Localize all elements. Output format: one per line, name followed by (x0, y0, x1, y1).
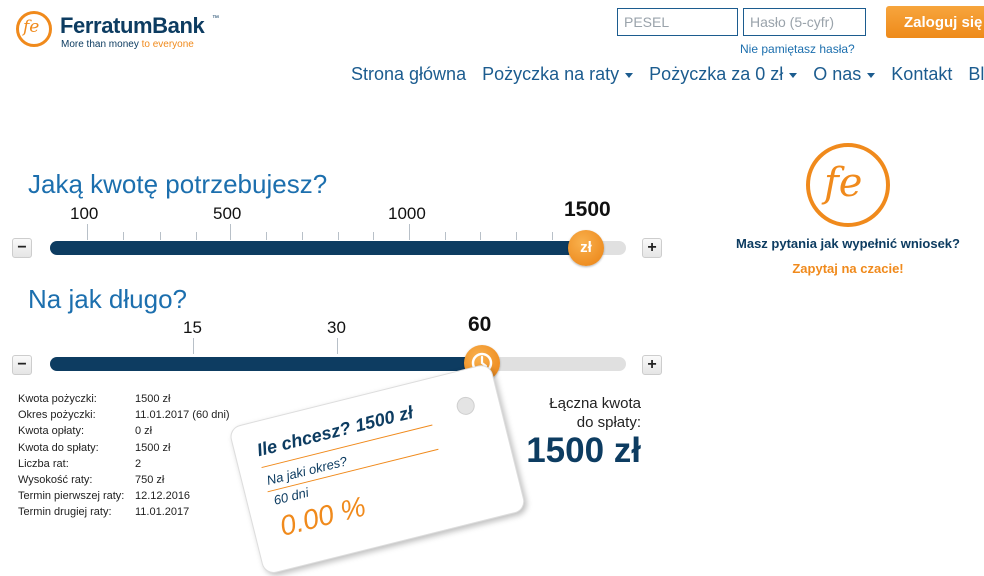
tag-question: Ile chcesz? 1500 zł (254, 402, 416, 461)
amount-tick-label: 100 (70, 204, 99, 223)
summary-value: 11.01.2017 (60 dni) (135, 409, 230, 422)
summary-label: Wysokość raty: (18, 473, 93, 486)
forgot-password-link[interactable]: Nie pamiętasz hasła? (740, 42, 855, 56)
amount-slider-fill (50, 241, 586, 255)
duration-plus-button[interactable]: + (642, 355, 662, 375)
duration-current-value: 60 (468, 313, 492, 336)
summary-value: 2 (135, 457, 142, 470)
amount-tick-label: 1000 (388, 204, 426, 223)
summary-value: 1500 zł (135, 393, 171, 405)
amount-slider-handle[interactable]: zł (568, 230, 604, 266)
summary-row: Termin pierwszej raty: 12.12.2016 (18, 490, 230, 506)
pesel-input[interactable] (617, 8, 738, 36)
chevron-down-icon (789, 72, 798, 78)
summary-label: Liczba rat: (18, 457, 69, 470)
duration-minus-button[interactable]: − (12, 355, 32, 375)
summary-value: 1500 zł (135, 441, 171, 454)
tagline-accent: to everyone (141, 39, 194, 50)
amount-tick (552, 232, 553, 240)
summary-value: 11.01.2017 (135, 506, 190, 519)
amount-plus-button[interactable]: + (642, 238, 662, 258)
summary-row: Kwota opłaty: 0 zł (18, 425, 230, 441)
duration-slider-track[interactable] (50, 357, 626, 371)
help-question: Masz pytania jak wypełnić wniosek? (736, 236, 960, 251)
chevron-down-icon (625, 72, 634, 78)
summary-row: Termin drugiej raty: 11.01.2017 (18, 506, 230, 522)
summary-row: Kwota pożyczki: 1500 zł (18, 393, 230, 409)
summary-label: Kwota do spłaty: (18, 441, 99, 454)
fe-chat-logo-icon: fe (806, 143, 890, 227)
summary-label: Termin drugiej raty: (18, 506, 112, 519)
duration-tick (337, 338, 338, 354)
nav-blog[interactable]: Blo (968, 64, 984, 85)
amount-current-value: 1500 (564, 198, 611, 221)
nav-contact-label: Kontakt (891, 64, 953, 84)
summary-row: Okres pożyczki: 11.01.2017 (60 dni) (18, 409, 230, 425)
summary-value: 12.12.2016 (135, 490, 191, 503)
amount-tick (87, 224, 88, 240)
summary-row: Wysokość raty: 750 zł (18, 474, 230, 490)
duration-tick-label: 15 (183, 318, 202, 337)
amount-tick (338, 232, 339, 240)
chevron-down-icon (867, 72, 876, 78)
nav-blog-label: Blo (968, 64, 984, 84)
nav-contact[interactable]: Kontakt (891, 64, 952, 85)
duration-title: Na jak długo? (28, 284, 187, 314)
nav-about-label: O nas (813, 64, 862, 84)
amount-tick (196, 232, 197, 240)
nav-home[interactable]: Strona główna (351, 64, 466, 85)
total-label-line1: Łączna kwota (549, 395, 641, 412)
summary-row: Liczba rat: 2 (18, 458, 230, 474)
amount-tick (409, 224, 410, 240)
total-label: Łączna kwota do spłaty: (520, 394, 641, 432)
price-tag: Ile chcesz? 1500 zł Na jaki okres? 60 dn… (228, 362, 527, 576)
amount-tick (123, 232, 124, 240)
summary-label: Kwota opłaty: (18, 425, 85, 438)
nav-free-loan-label: Pożyczka za 0 zł (649, 64, 784, 84)
amount-tick (160, 232, 161, 240)
login-button[interactable]: Zaloguj się (886, 6, 984, 38)
summary-value: 0 zł (135, 425, 153, 438)
loan-summary: Kwota pożyczki: 1500 zł Okres pożyczki: 11… (18, 393, 230, 523)
nav-about[interactable]: O nas (813, 64, 876, 85)
nav-installment-loan[interactable]: Pożyczka na raty (482, 64, 634, 85)
summary-value: 750 zł (135, 473, 165, 486)
amount-title: Jaką kwotę potrzebujesz? (28, 169, 328, 199)
total-value: 1500 zł (526, 431, 641, 470)
amount-tick (373, 232, 374, 240)
logo-trademark: ™ (212, 15, 219, 22)
logo-tagline: More than money to everyone (61, 39, 194, 50)
duration-slider-fill (50, 357, 482, 371)
amount-tick (445, 232, 446, 240)
fe-logo-icon: fe (16, 11, 52, 47)
nav-home-label: Strona główna (351, 64, 467, 84)
logo-name: FerratumBank (60, 13, 205, 38)
ferratum-logo[interactable]: fe FerratumBank ™ More than money to eve… (16, 11, 219, 55)
chat-link[interactable]: Zapytaj na czacie! (792, 261, 904, 276)
duration-tick-label: 30 (327, 318, 346, 337)
tag-period-question: Na jaki okres? (265, 453, 349, 488)
amount-minus-button[interactable]: − (12, 238, 32, 258)
summary-label: Kwota pożyczki: (18, 393, 97, 405)
nav-installment-loan-label: Pożyczka na raty (482, 64, 620, 84)
summary-label: Okres pożyczki: (18, 409, 96, 422)
amount-tick-label: 500 (213, 204, 242, 223)
amount-tick (230, 224, 231, 240)
amount-tick (302, 232, 303, 240)
amount-tick (516, 232, 517, 240)
amount-tick (266, 232, 267, 240)
summary-label: Termin pierwszej raty: (18, 490, 125, 503)
tag-hole-icon (454, 394, 477, 417)
amount-slider-track[interactable] (50, 241, 626, 255)
nav-free-loan[interactable]: Pożyczka za 0 zł (649, 64, 798, 85)
main-nav: Strona główna Pożyczka na raty Pożyczka … (351, 64, 984, 85)
amount-tick (480, 232, 481, 240)
duration-tick (193, 338, 194, 354)
summary-row: Kwota do spłaty: 1500 zł (18, 442, 230, 458)
password-input[interactable] (743, 8, 866, 36)
tagline-main: More than money (61, 39, 139, 50)
total-label-line2: do spłaty: (576, 414, 641, 431)
